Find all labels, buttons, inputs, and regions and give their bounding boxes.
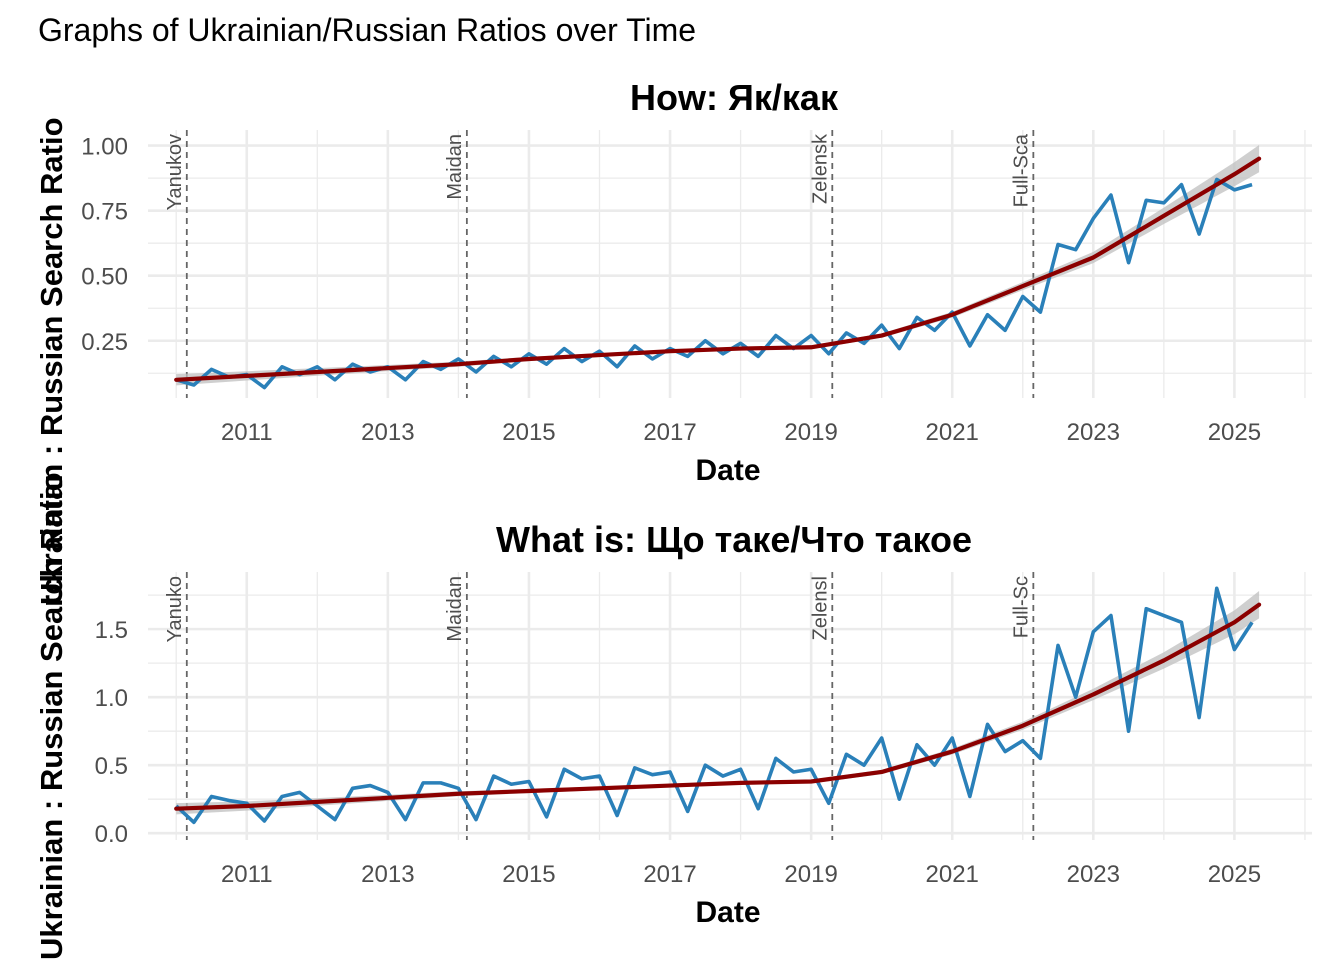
y-tick-label: 0.50 <box>81 264 128 291</box>
chart-panel-2: Yanuko Maidan Zelensl Full-Sc 2011 2013 2015 20… <box>95 519 1312 929</box>
x-tick-label: 2013 <box>361 419 414 446</box>
event-label: Zelensk <box>809 133 831 204</box>
x-tick-label: 2021 <box>926 419 979 446</box>
x-tick-label: 2019 <box>784 419 837 446</box>
x-tick-label: 2017 <box>643 861 696 888</box>
observed-series-line <box>175 177 1253 390</box>
event-label: Maidan <box>444 134 466 200</box>
x-axis-label: Date <box>695 896 760 929</box>
confidence-ribbon <box>176 590 1260 815</box>
x-tick-label: 2023 <box>1067 419 1120 446</box>
x-tick-label: 2017 <box>643 419 696 446</box>
event-label: Maidan <box>444 576 466 642</box>
trend-line <box>174 156 1262 382</box>
observed-series-line <box>174 586 1254 825</box>
x-tick-label: 2011 <box>221 861 273 888</box>
y-tick-label: 0.25 <box>81 329 128 356</box>
x-tick-label: 2015 <box>502 861 555 888</box>
x-tick-label: 2013 <box>361 861 414 888</box>
x-tick-label: 2025 <box>1208 861 1261 888</box>
event-label: Full-Sca <box>1010 133 1032 207</box>
event-label: Yanuko <box>164 576 186 642</box>
x-tick-label: 2023 <box>1067 861 1120 888</box>
y-tick-label: 1.0 <box>95 685 128 712</box>
y-tick-label: 0.0 <box>95 821 128 848</box>
event-label: Yanukov <box>164 134 186 210</box>
y-tick-label: 0.5 <box>95 753 128 780</box>
x-axis-label: Date <box>695 454 760 487</box>
x-tick-label: 2021 <box>926 861 979 888</box>
y-tick-label: 0.75 <box>81 199 128 226</box>
page-title: Graphs of Ukrainian/Russian Ratios over … <box>38 12 697 48</box>
x-tick-label: 2019 <box>784 861 837 888</box>
x-tick-label: 2025 <box>1208 419 1261 446</box>
y-tick-label: 1.00 <box>81 134 128 161</box>
event-label: Zelensl <box>809 576 831 640</box>
chart-title: What is: Що таке/Что такое <box>496 519 972 560</box>
chart-title: How: Як/как <box>630 77 839 118</box>
event-label: Full-Sc <box>1010 576 1032 638</box>
chart-panel-1: Yanukov Maidan Zelensk Full-Sca 2011 2013 2015… <box>81 77 1312 487</box>
trend-line <box>174 602 1262 811</box>
y-tick-label: 1.5 <box>95 617 128 644</box>
x-tick-label: 2011 <box>221 419 273 446</box>
x-tick-label: 2015 <box>502 419 555 446</box>
